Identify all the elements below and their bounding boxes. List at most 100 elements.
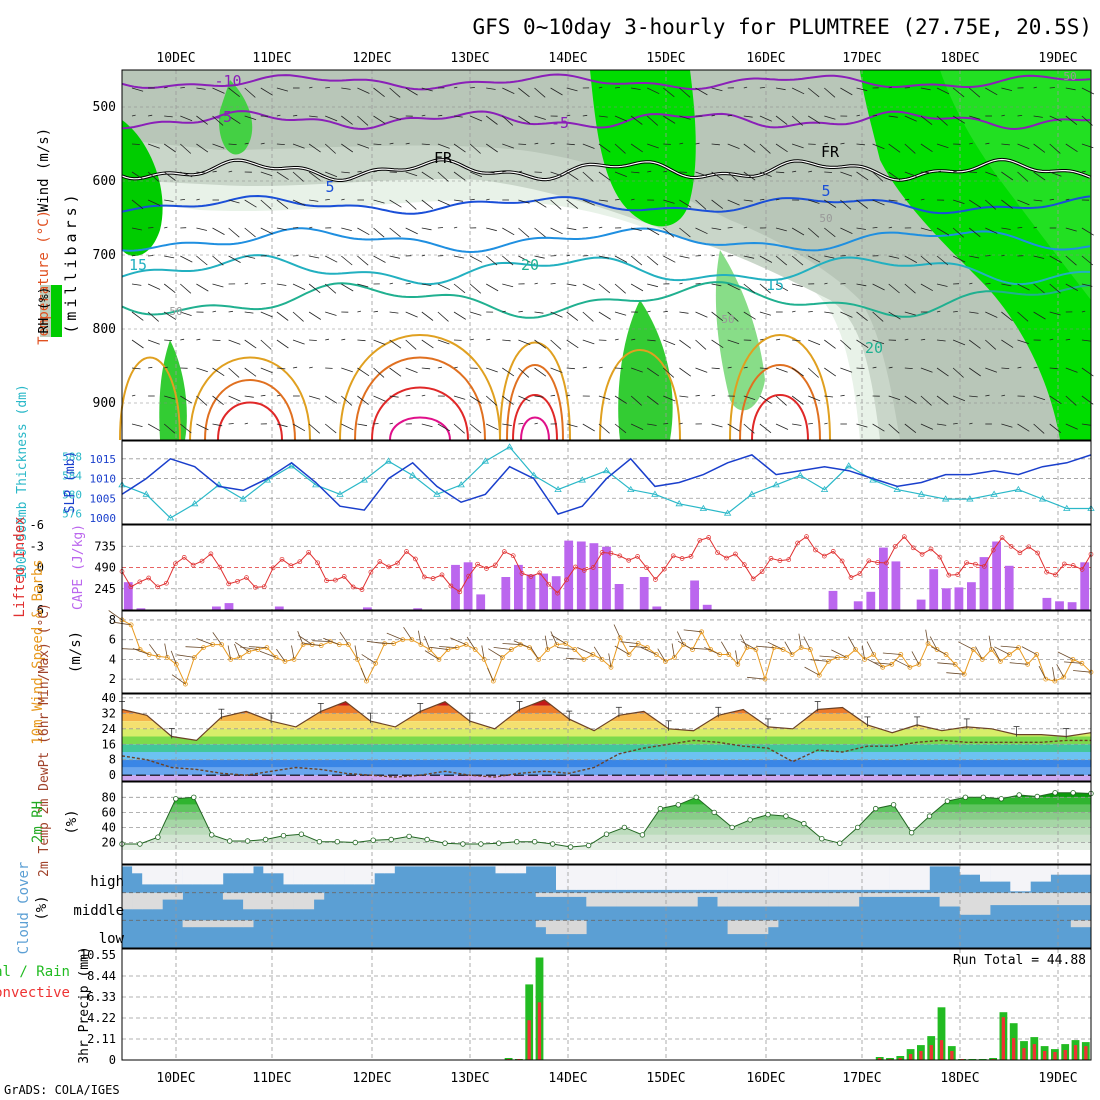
wind-barb [920,143,933,153]
isotherm-30 [204,379,296,441]
wind10-barb [640,647,657,655]
lifted-point [1053,572,1058,578]
isotherm-25 [339,334,501,441]
wind10-barb [1057,651,1074,660]
wind-barb [759,395,772,404]
lifted-point [626,557,632,563]
bottom-date-label: 10DEC [156,1071,195,1086]
lifted-point [795,540,800,546]
cape-bar [451,564,460,610]
wind-barb [1033,311,1046,320]
wind-barb [453,423,465,434]
top-date-label: 19DEC [1038,51,1077,66]
wind-barb [1033,171,1046,181]
wind-barb [856,227,866,230]
lifted-point [910,545,916,551]
cloud-cell [192,865,204,885]
wind-barb [163,311,177,320]
cloud-cell [465,865,476,867]
wind-barb [212,310,217,313]
isotherm-25 [729,334,831,441]
wind-barb [389,282,394,285]
wind-barb [244,367,257,377]
top-date-label: 13DEC [450,51,489,66]
cloud-cell [313,865,325,885]
rh2m-point [173,796,179,802]
cape-bar [136,608,146,610]
rh2m-labels: 2m RH (%) [30,801,80,843]
wind10-point [336,642,342,647]
wind-barb [212,367,225,377]
wind-barb [743,199,753,202]
wind-barb [518,339,531,345]
wind-barb [164,86,168,89]
rh2m-point [567,844,574,850]
wind10-point [1043,676,1049,682]
cape-bar [639,577,649,610]
rh-green-west2 [219,80,253,155]
cape-bar [576,541,586,610]
wind10-barb [386,632,403,641]
thickness-point [1014,485,1023,492]
wind-barb [486,227,497,232]
pressure-tick-label: 900 [93,396,116,411]
wind-barb [373,310,378,313]
cape-bar [967,582,976,610]
lifted-point [475,561,480,567]
precip-total-rain-label: Total / Rain [0,964,70,980]
wind10-barb [303,642,322,646]
cloud-cell [202,865,214,885]
wind-barb [1033,226,1038,229]
wind-barb [856,143,865,146]
cape-bar [1004,565,1014,610]
wind-barb [502,255,514,266]
wind-barb [566,394,571,397]
wind-barb [630,227,642,232]
wind-barb [228,143,237,145]
rh2m-band [122,842,1091,850]
wind-barb [341,198,345,201]
cloud-cell [828,865,839,890]
wind-barb [276,339,289,349]
slp-line [121,454,1092,515]
wind-barb [647,283,658,288]
rh2m-point [514,839,520,845]
wind-barb [389,367,402,377]
wind-barb [486,198,490,201]
rh2m-point [550,841,556,847]
cloud-cell [384,865,395,874]
precip-tick-label: 8.44 [87,969,116,983]
wind-barb [325,311,337,316]
wind-barb [421,311,434,321]
wind-barb [389,227,401,238]
wind10-point [690,647,695,652]
rh2m-point [729,824,735,831]
wind-barb [357,255,369,266]
wind-barb [969,422,973,425]
wind-barb [486,87,496,90]
lifted-point [288,563,294,569]
lifted-point [404,549,409,554]
cloud-cell [222,865,234,874]
cloud-cell [495,865,506,874]
cape-bar [979,557,989,610]
wind-barb [727,143,740,149]
wind-barb [1081,310,1086,313]
cloud-cell [980,892,991,915]
cloud-cell [697,892,708,897]
rh2m-point [693,794,699,800]
wind10-tick-label: 8 [109,613,116,627]
rh2m-tick-label: 20 [102,835,116,849]
lifted-point [661,566,667,572]
wind-barb [936,339,946,342]
cloud-cell [778,865,789,890]
wind-barb [405,87,418,96]
wind10-point [436,657,442,662]
thickness-point [190,500,199,507]
wind-barb [888,86,893,89]
wind-barb [743,311,756,320]
wind-barb [1065,367,1078,373]
top-date-label: 18DEC [940,51,979,66]
wind-barb [888,226,893,229]
